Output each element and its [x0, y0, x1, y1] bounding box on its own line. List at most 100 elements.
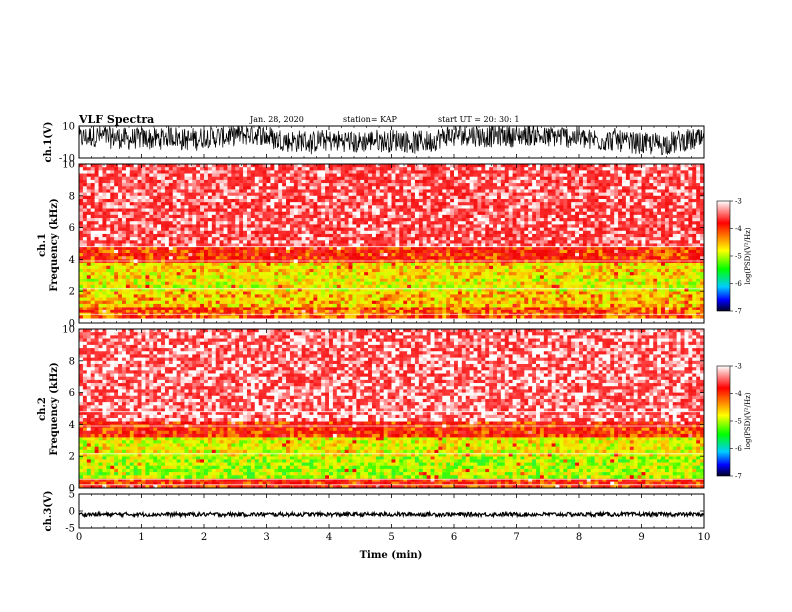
spectrogram-cell: [278, 309, 283, 313]
spectrogram-cell: [332, 176, 338, 181]
spectrogram-cell: [278, 268, 283, 273]
spectrogram-cell: [489, 303, 494, 308]
spectrogram-cell: [340, 167, 345, 171]
spectrogram-cell: [110, 268, 115, 273]
spectrogram-cell: [465, 176, 470, 181]
spectrogram-cell: [543, 176, 549, 181]
spectrogram-cell: [149, 294, 154, 298]
spectrogram-cell: [614, 272, 619, 276]
spectrogram-cell: [657, 179, 662, 184]
spectrogram-cell: [629, 253, 634, 257]
spectrogram-cell: [360, 294, 365, 298]
spectrogram-cell: [692, 297, 697, 302]
spectrogram-cell: [645, 294, 650, 298]
spectrogram-cell: [94, 300, 99, 305]
spectrogram-cell: [82, 186, 88, 190]
spectrogram-cell: [305, 268, 310, 273]
spectrogram-cell: [465, 309, 470, 313]
spectrogram-cell: [348, 183, 353, 187]
spectrogram-cell: [399, 309, 404, 313]
spectrogram-cell: [364, 179, 369, 184]
spectrogram-cell: [153, 291, 158, 295]
spectrogram-cell: [586, 176, 592, 181]
spectrogram-cell: [239, 300, 244, 305]
spectrogram-cell: [368, 309, 373, 313]
spectrogram-cell: [282, 173, 287, 178]
spectrogram-cell: [567, 183, 572, 187]
spectrogram-cell: [313, 294, 318, 298]
spectrogram-cell: [250, 170, 256, 174]
spectrogram-cell: [227, 164, 232, 168]
spectrogram-cell: [446, 256, 451, 260]
spectrogram-cell: [586, 300, 592, 305]
spectrogram-cell: [243, 300, 248, 305]
spectrogram-cell: [481, 275, 486, 279]
spectrogram-cell: [524, 303, 529, 308]
spectrogram-cell: [313, 303, 318, 308]
spectrogram-cell: [629, 179, 634, 184]
spectrogram-cell: [184, 164, 189, 168]
spectrogram-cell: [450, 256, 455, 260]
spectrogram-cell: [461, 291, 467, 295]
spectrogram-cell: [157, 303, 162, 308]
spectrogram-cell: [125, 268, 131, 273]
spectrogram-cell: [204, 309, 209, 313]
spectrogram-cell: [137, 262, 142, 267]
spectrogram-cell: [293, 315, 299, 319]
spectrogram-cell: [524, 300, 529, 305]
spectrogram-cell: [207, 164, 213, 168]
spectrogram-cell: [516, 309, 521, 313]
spectrogram-cell: [684, 278, 689, 282]
spectrogram-cell: [121, 186, 127, 190]
spectrogram-cell: [325, 167, 330, 171]
spectrogram-cell: [434, 303, 439, 308]
spectrogram-cell: [645, 164, 650, 168]
spectrogram-cell: [668, 183, 674, 187]
spectrogram-cell: [313, 268, 318, 273]
spectrogram-cell: [278, 265, 283, 270]
spectrogram-cell: [621, 265, 627, 270]
spectrogram-cell: [664, 253, 670, 257]
spectrogram-cell: [157, 179, 162, 184]
spectrogram-cell: [645, 297, 650, 302]
spectrogram-cell: [313, 262, 318, 267]
spectrogram-cell: [645, 256, 650, 260]
spectrogram-cell: [223, 294, 228, 298]
spectrogram-cell: [438, 281, 443, 286]
spectrogram-cell: [168, 315, 174, 319]
spectrogram-cell: [297, 183, 302, 187]
spectrogram-cell: [629, 307, 634, 311]
spectrogram-cell: [450, 281, 455, 286]
spectrogram-cell: [258, 278, 263, 282]
spectrogram-cell: [633, 272, 638, 276]
spectrogram-cell: [145, 186, 150, 190]
spectrogram-cell: [508, 291, 513, 295]
spectrogram-cell: [496, 275, 502, 279]
spectrogram-cell: [270, 173, 275, 178]
spectrogram-cell: [512, 278, 517, 282]
spectrogram-cell: [434, 179, 439, 184]
spectrogram-cell: [633, 249, 638, 254]
spectrogram-cell: [223, 268, 228, 273]
spectrogram-cell: [180, 272, 185, 276]
spectrogram-cell: [446, 167, 451, 171]
spectrogram-cell: [571, 183, 576, 187]
spectrogram-cell: [532, 265, 537, 270]
spectrogram-cell: [473, 249, 478, 254]
spectrogram-cell: [356, 262, 361, 267]
spectrogram-cell: [317, 246, 322, 251]
spectrogram-cell: [539, 294, 545, 298]
spectrogram-cell: [211, 179, 217, 184]
spectrogram-cell: [278, 281, 283, 286]
spectrogram-cell: [539, 278, 545, 282]
spectrogram-cell: [90, 288, 95, 292]
spectrogram-cell: [215, 167, 220, 171]
spectrogram-cell: [79, 315, 84, 319]
spectrogram-cell: [473, 300, 478, 305]
spectrogram-cell: [336, 246, 342, 251]
spectrogram-cell: [219, 176, 224, 181]
spectrogram-cell: [204, 167, 209, 171]
spectrogram-cell: [563, 278, 568, 282]
spectrogram-cell: [231, 294, 236, 298]
spectrogram-cell: [102, 262, 107, 267]
